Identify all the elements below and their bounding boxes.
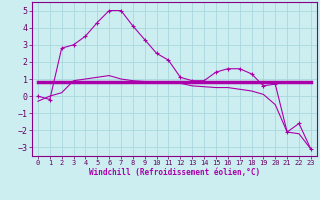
X-axis label: Windchill (Refroidissement éolien,°C): Windchill (Refroidissement éolien,°C) bbox=[89, 168, 260, 177]
